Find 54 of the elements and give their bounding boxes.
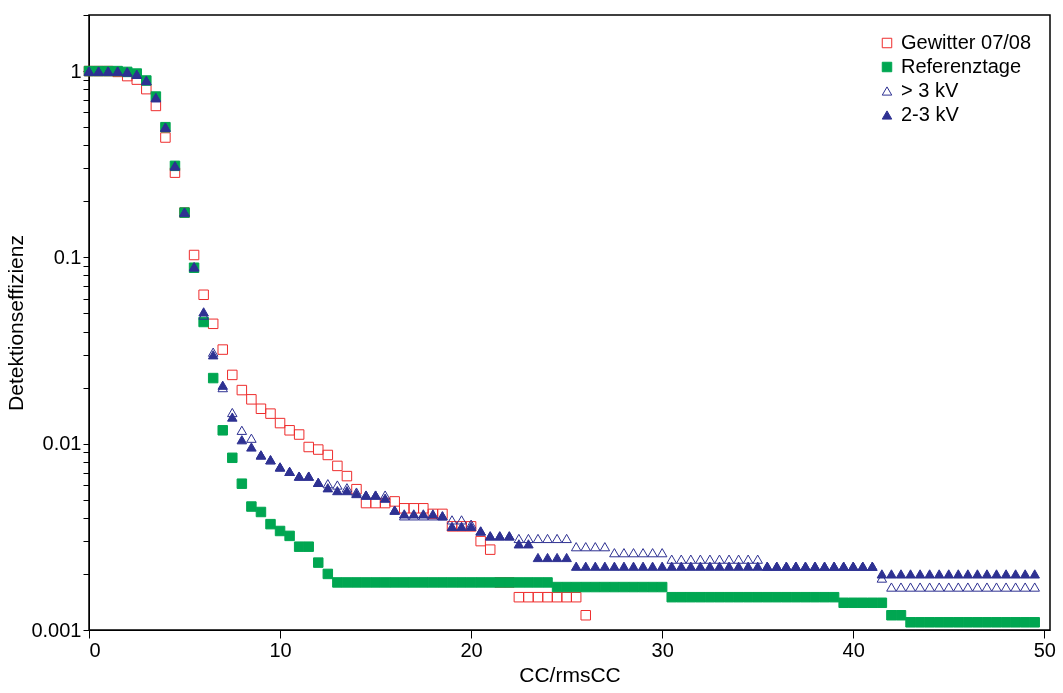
point <box>150 100 162 112</box>
point <box>379 497 391 509</box>
point <box>207 318 219 330</box>
point <box>370 497 381 509</box>
legend-label: Referenztage <box>901 55 1022 77</box>
point <box>332 460 343 472</box>
point <box>418 503 429 514</box>
y-tick-label: 0.01 <box>42 432 82 455</box>
point <box>351 483 362 495</box>
point <box>188 249 200 261</box>
x-tick-label: 30 <box>651 638 674 661</box>
point <box>570 591 582 603</box>
point <box>523 591 534 603</box>
point <box>580 610 591 621</box>
point <box>293 429 305 440</box>
point <box>322 449 334 461</box>
point <box>561 591 572 603</box>
point <box>360 497 372 509</box>
point <box>542 591 553 603</box>
point <box>399 503 410 514</box>
point <box>246 394 257 405</box>
point <box>265 408 276 419</box>
point <box>255 403 267 414</box>
point <box>236 384 248 396</box>
legend-label: > 3 kV <box>901 79 959 101</box>
y-axis-title: Detektionseffizienz <box>4 235 28 411</box>
point <box>141 83 152 95</box>
point <box>408 503 420 514</box>
point <box>227 369 238 381</box>
x-axis-title: CC/rmsCC <box>519 662 621 686</box>
x-tick-label: 10 <box>269 638 292 661</box>
point <box>274 417 286 429</box>
y-tick-label: 0.001 <box>31 618 82 641</box>
point <box>532 591 544 603</box>
point <box>551 591 563 603</box>
point <box>341 470 353 482</box>
x-tick-label: 40 <box>842 638 865 661</box>
point <box>484 544 496 555</box>
point <box>389 496 400 507</box>
y-tick-label: 1 <box>70 59 82 82</box>
point <box>475 535 486 547</box>
point <box>513 591 525 603</box>
point <box>198 289 209 301</box>
x-tick-label: 0 <box>89 638 101 661</box>
legend-label: Gewitter 07/08 <box>901 31 1032 53</box>
point <box>160 132 171 143</box>
point <box>217 344 228 355</box>
point <box>313 444 324 455</box>
legend-label: 2-3 kV <box>901 103 960 125</box>
x-tick-label: 20 <box>460 638 483 661</box>
x-tick-label: 50 <box>1033 638 1056 661</box>
point <box>284 425 295 436</box>
point <box>303 441 314 453</box>
y-tick-label: 0.1 <box>53 245 82 268</box>
